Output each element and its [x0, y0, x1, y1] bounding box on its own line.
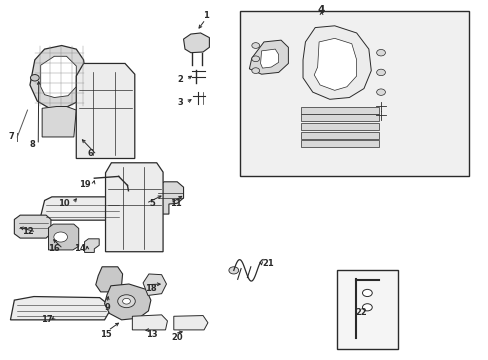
- Text: 14: 14: [74, 244, 85, 253]
- Circle shape: [376, 69, 385, 76]
- Polygon shape: [300, 114, 378, 121]
- Circle shape: [362, 304, 371, 311]
- Polygon shape: [10, 297, 112, 320]
- Polygon shape: [48, 224, 79, 250]
- Polygon shape: [300, 123, 378, 130]
- Polygon shape: [300, 132, 378, 139]
- Polygon shape: [104, 284, 151, 320]
- Polygon shape: [30, 45, 86, 108]
- Circle shape: [118, 295, 135, 308]
- Text: 12: 12: [21, 228, 33, 237]
- Circle shape: [251, 42, 259, 48]
- Text: 4: 4: [317, 5, 325, 15]
- Polygon shape: [40, 197, 122, 220]
- Polygon shape: [249, 40, 288, 74]
- Polygon shape: [41, 56, 76, 98]
- Polygon shape: [300, 107, 378, 114]
- Polygon shape: [76, 63, 135, 158]
- Polygon shape: [300, 140, 378, 147]
- Text: 18: 18: [145, 284, 156, 293]
- Polygon shape: [84, 239, 99, 252]
- Text: 2: 2: [177, 75, 183, 84]
- Text: 9: 9: [105, 303, 111, 312]
- Text: 5: 5: [149, 199, 155, 208]
- Text: 1: 1: [202, 10, 208, 19]
- Polygon shape: [183, 33, 209, 53]
- Text: 16: 16: [48, 244, 60, 253]
- Polygon shape: [303, 26, 370, 99]
- Polygon shape: [143, 274, 166, 296]
- Polygon shape: [260, 49, 278, 68]
- Polygon shape: [42, 107, 76, 137]
- Text: 21: 21: [262, 259, 273, 268]
- Bar: [239, 12, 468, 176]
- Bar: [336, 270, 397, 348]
- Text: 22: 22: [355, 308, 366, 317]
- Polygon shape: [105, 163, 163, 252]
- Polygon shape: [314, 39, 356, 90]
- Text: 6: 6: [88, 149, 94, 158]
- Polygon shape: [96, 267, 122, 292]
- Circle shape: [362, 289, 371, 297]
- Circle shape: [376, 49, 385, 56]
- Text: 17: 17: [41, 315, 53, 324]
- Polygon shape: [173, 316, 207, 330]
- Circle shape: [251, 56, 259, 62]
- Text: 19: 19: [79, 180, 90, 189]
- Circle shape: [122, 298, 130, 304]
- Text: 13: 13: [146, 330, 157, 339]
- Polygon shape: [157, 182, 183, 214]
- Text: 10: 10: [58, 199, 70, 208]
- Text: 11: 11: [170, 199, 182, 208]
- Circle shape: [54, 232, 67, 242]
- Polygon shape: [132, 315, 167, 330]
- Circle shape: [376, 89, 385, 95]
- Text: 20: 20: [171, 333, 183, 342]
- Circle shape: [30, 75, 39, 81]
- Text: 7: 7: [8, 132, 14, 141]
- Circle shape: [251, 68, 259, 73]
- Polygon shape: [14, 215, 51, 238]
- Text: 15: 15: [100, 330, 111, 339]
- Text: 8: 8: [29, 140, 35, 149]
- Circle shape: [228, 267, 238, 274]
- Text: 3: 3: [177, 98, 183, 107]
